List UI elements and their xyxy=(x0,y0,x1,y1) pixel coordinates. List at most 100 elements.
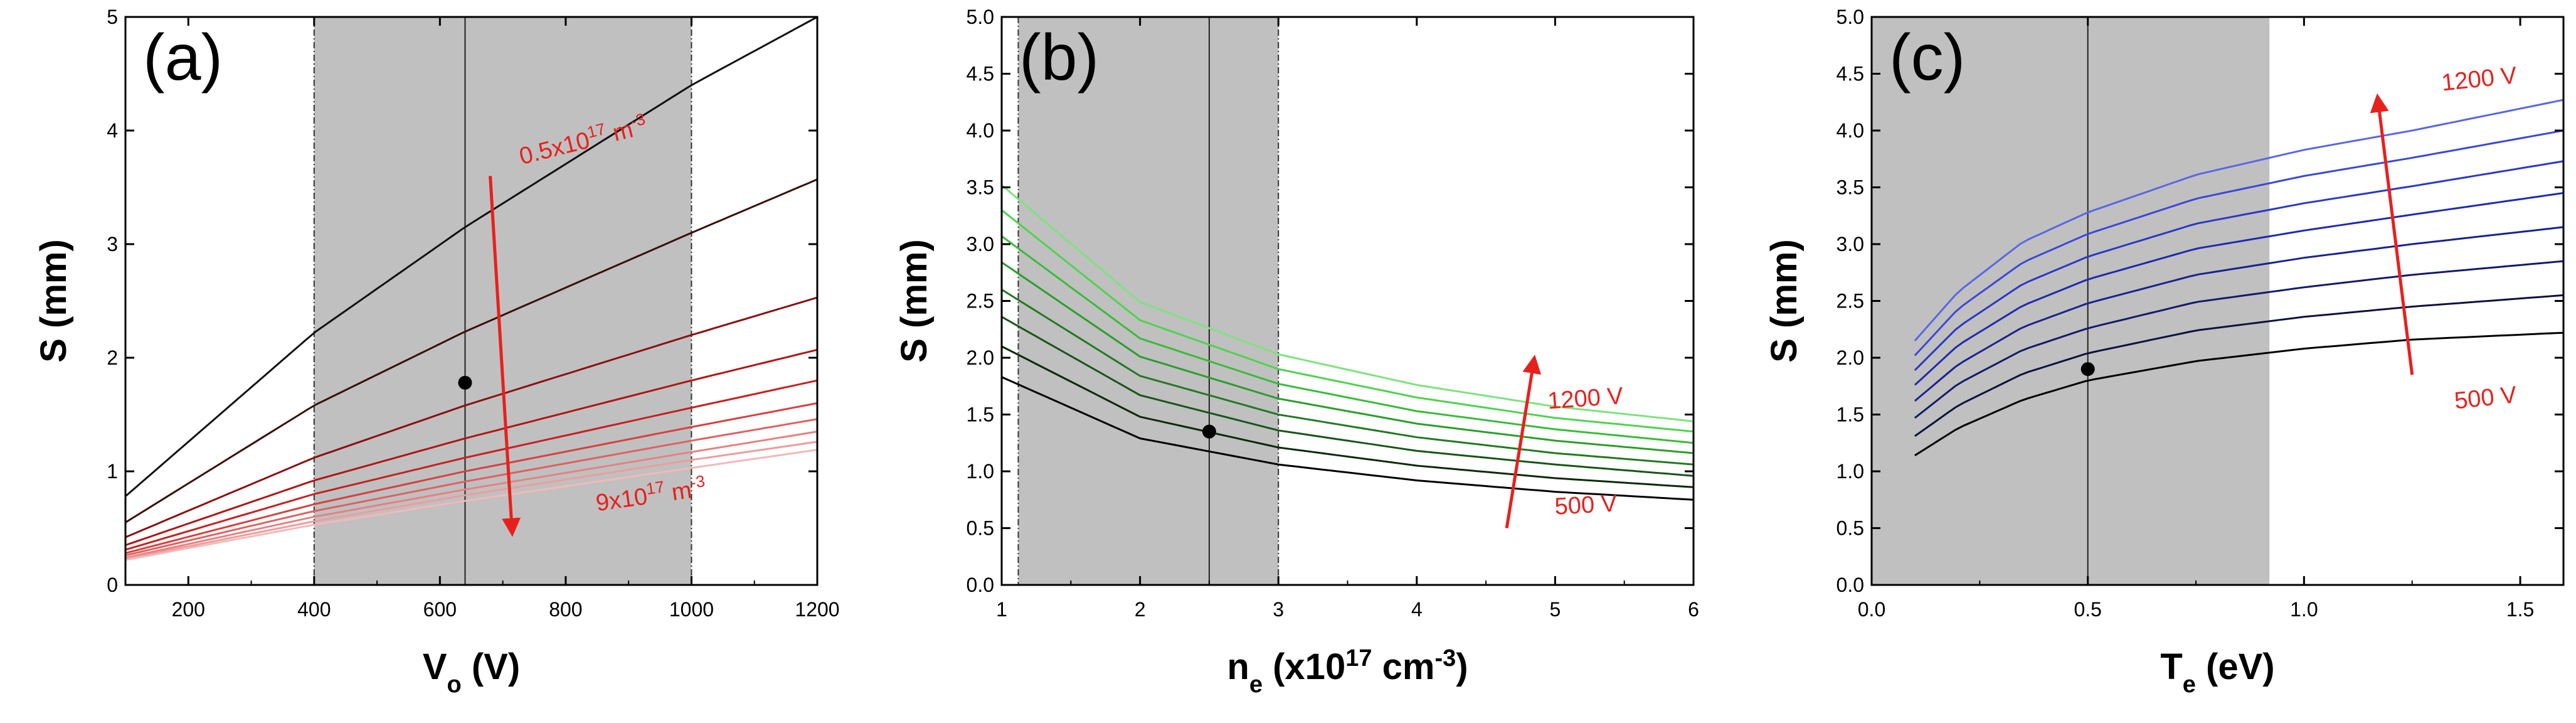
x-axis-label-main: T xyxy=(2160,646,2182,687)
series-line xyxy=(1914,260,2563,419)
y-tick-label: 4.5 xyxy=(967,63,994,85)
series-line xyxy=(125,178,817,523)
y-tick-label: 4 xyxy=(107,119,118,142)
marker-point xyxy=(1202,424,1216,439)
annotation-unit-exponent: -3 xyxy=(689,471,706,492)
series-line xyxy=(1002,376,1693,501)
x-tick-label: 3 xyxy=(1273,598,1284,621)
series-line xyxy=(1914,294,2563,437)
annotation-top: 1200 V xyxy=(2441,62,2519,96)
series-line xyxy=(1002,289,1693,466)
x-tick-label: 5 xyxy=(1550,598,1561,621)
x-axis-label: Vo (V) xyxy=(423,646,520,698)
series-line xyxy=(125,379,817,551)
y-tick-label: 1.0 xyxy=(967,460,994,483)
series-line xyxy=(1002,235,1693,444)
x-axis-label-exponent2: -3 xyxy=(1434,645,1456,672)
series-line xyxy=(125,449,817,561)
x-axis-label-unit: (eV) xyxy=(2196,646,2275,687)
annotation-unit: m xyxy=(604,116,636,148)
series-line xyxy=(125,431,817,559)
series-group xyxy=(1002,184,1693,501)
x-tick-label: 0.0 xyxy=(1858,598,1885,621)
x-tick-label: 1.0 xyxy=(2290,598,2318,621)
y-tick-label: 5.0 xyxy=(967,6,994,28)
y-tick-label: 5 xyxy=(107,6,118,28)
annotation-unit: m xyxy=(664,477,694,506)
x-axis-label-subscript: o xyxy=(447,672,462,698)
x-tick-label: 600 xyxy=(423,598,457,621)
series-line xyxy=(1002,345,1693,488)
panel-b: 1200 V 500 V 1 2 3 4 5 6 0.0 0.5 1.0 1.5 2.0 2.5 3.0 3.… xyxy=(894,6,1699,698)
y-tick-label: 0 xyxy=(107,574,118,596)
x-tick-label: 0.5 xyxy=(2074,598,2101,621)
y-tick-label: 2.5 xyxy=(1837,290,1864,313)
series-line xyxy=(125,348,817,547)
series-line xyxy=(125,402,817,554)
y-tick-label: 0.0 xyxy=(1837,574,1864,596)
annotation-exponent: 17 xyxy=(645,477,665,498)
y-tick-label: 5.0 xyxy=(1837,6,1864,28)
x-tick-label: 1 xyxy=(996,598,1007,621)
x-axis-label-unit: (x10 xyxy=(1263,646,1345,687)
series-line xyxy=(1002,209,1693,433)
y-tick-label: 3.5 xyxy=(967,176,994,199)
x-tick-label: 800 xyxy=(549,598,582,621)
panel-label: (a) xyxy=(143,21,223,94)
annotation-exponent: 17 xyxy=(585,119,607,142)
y-tick-label: 1.5 xyxy=(1837,404,1864,426)
trend-arrow xyxy=(489,176,521,537)
series-line xyxy=(1002,184,1693,422)
x-tick-label: 1.5 xyxy=(2506,598,2534,621)
y-tick-label: 0.0 xyxy=(967,574,994,596)
y-tick-label: 1 xyxy=(107,460,118,483)
trend-arrow xyxy=(1505,355,1542,528)
y-tick-label: 4.0 xyxy=(967,119,994,142)
y-tick-label: 0.5 xyxy=(967,517,994,540)
y-tick-label: 4.0 xyxy=(1837,119,1864,142)
x-axis-label-exponent: 17 xyxy=(1345,645,1372,672)
x-axis-label-main: n xyxy=(1227,646,1249,687)
x-axis-label: Te (eV) xyxy=(2160,646,2274,698)
series-line xyxy=(1914,129,2563,356)
x-tick-label: 1200 xyxy=(795,598,839,621)
x-tick-label: 400 xyxy=(297,598,331,621)
annotation-top: 1200 V xyxy=(1547,383,1625,414)
series-line xyxy=(1914,160,2563,371)
annotation-bottom: 500 V xyxy=(2453,382,2518,414)
series-group xyxy=(125,17,817,561)
x-axis-label-end: ) xyxy=(1456,646,1468,687)
x-tick-label: 200 xyxy=(172,598,205,621)
y-axis-label: S (mm) xyxy=(33,239,74,363)
shaded-region xyxy=(1018,17,1279,585)
x-axis-label-subscript: e xyxy=(1249,672,1263,698)
trend-arrow xyxy=(2370,93,2414,375)
plot-frame xyxy=(124,16,819,586)
series-line xyxy=(125,17,817,497)
y-tick-label: 1.0 xyxy=(1837,460,1864,483)
x-axis-label: ne (x1017 cm-3) xyxy=(1227,645,1468,698)
x-tick-label: 4 xyxy=(1411,598,1423,621)
y-tick-label: 2.0 xyxy=(1837,346,1864,369)
series-line xyxy=(1914,99,2563,341)
x-axis-label-subscript: e xyxy=(2183,672,2196,698)
series-line xyxy=(1914,192,2563,386)
panel-label: (b) xyxy=(1019,21,1099,94)
series-line xyxy=(1002,316,1693,477)
y-tick-label: 1.5 xyxy=(967,404,994,426)
y-tick-label: 2 xyxy=(107,346,118,369)
series-line xyxy=(1914,331,2563,456)
y-tick-label: 3.0 xyxy=(967,233,994,255)
series-line xyxy=(125,441,817,560)
y-tick-label: 3.0 xyxy=(1837,233,1864,255)
x-tick-label: 6 xyxy=(1688,598,1699,621)
y-tick-label: 0.5 xyxy=(1837,517,1864,540)
y-tick-label: 2.0 xyxy=(967,346,994,369)
panel-label: (c) xyxy=(1889,21,1965,94)
x-axis-label-unit2: cm xyxy=(1372,646,1434,687)
y-axis-label: S (mm) xyxy=(894,239,935,363)
x-axis-label-unit: (V) xyxy=(462,646,520,687)
series-line xyxy=(1002,261,1693,454)
